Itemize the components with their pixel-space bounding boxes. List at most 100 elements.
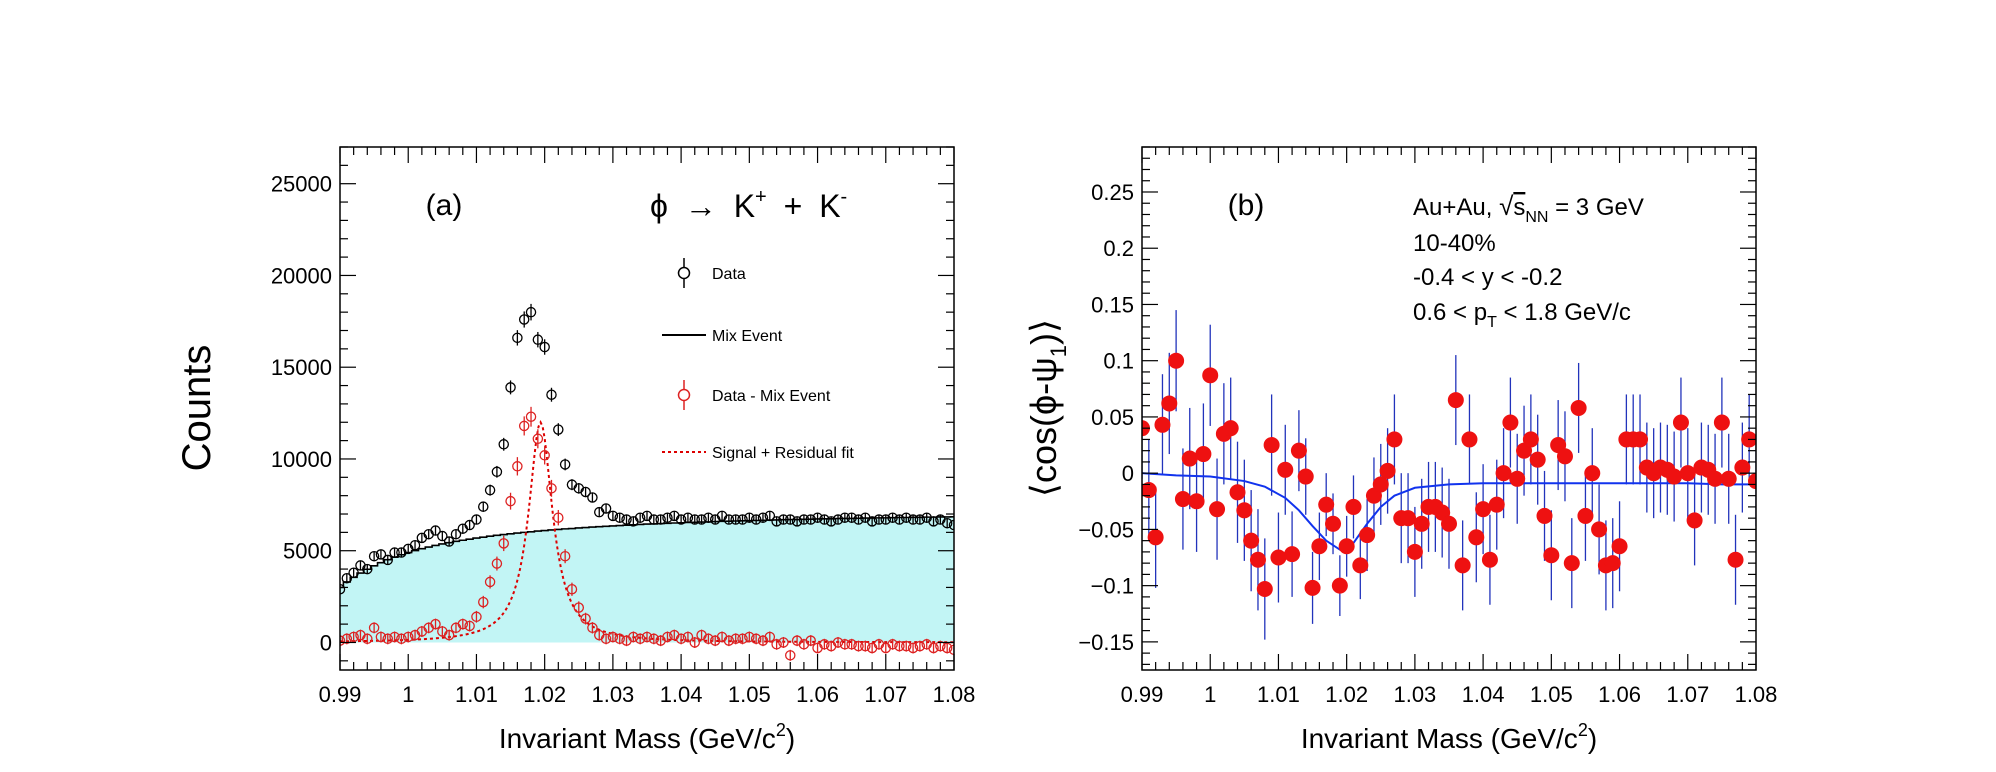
data-marker: [819, 514, 830, 525]
data-marker: [525, 306, 537, 318]
v1-marker: [1543, 547, 1560, 564]
data-minus-mix-marker: [634, 633, 646, 645]
data-marker: [914, 514, 926, 525]
panel-a-label: (a): [426, 189, 463, 222]
v1-marker: [1604, 555, 1621, 572]
kaon-minus-charge: -: [841, 186, 848, 208]
panel-b-x-tick-label: 1.02: [1325, 682, 1368, 707]
data-minus-mix-marker: [778, 637, 789, 648]
panel-b-x-tick-label: 1.07: [1666, 682, 1709, 707]
data-minus-mix-marker: [491, 558, 503, 569]
data-marker: [621, 514, 632, 525]
data-minus-mix-marker: [730, 633, 741, 645]
v1-marker: [1461, 431, 1478, 448]
data-marker: [340, 584, 346, 595]
panel-b-y-tick-label: −0.1: [1091, 574, 1134, 599]
v1-marker: [1522, 431, 1539, 448]
data-minus-mix-marker: [805, 635, 816, 646]
data-minus-mix-marker: [737, 633, 748, 645]
panel-a-x-tick-label: 1.04: [660, 682, 703, 707]
legend-subtracted-marker: [677, 388, 691, 402]
data-marker: [846, 512, 857, 523]
data-marker: [341, 572, 353, 584]
data-marker: [757, 512, 769, 523]
data-marker: [498, 439, 509, 450]
data-marker: [771, 516, 782, 527]
v1-marker: [1400, 510, 1417, 527]
v1-marker: [1707, 470, 1724, 487]
data-minus-mix-marker: [512, 461, 523, 472]
panel-b-x-tick-label: 1.04: [1462, 682, 1505, 707]
data-marker: [744, 512, 755, 523]
data-marker: [607, 510, 619, 522]
panel-a-y-tick-label: 25000: [271, 172, 332, 197]
data-minus-mix-marker: [839, 639, 851, 650]
panel-a-x-tick-label: 1.07: [864, 682, 907, 707]
data-marker: [907, 514, 919, 525]
v1-marker: [1142, 482, 1157, 499]
panel-a-y-tick-label: 10000: [271, 447, 332, 472]
data-marker: [853, 514, 864, 525]
panel-b-y-tick-label: 0.05: [1091, 405, 1134, 430]
v1-marker: [1290, 442, 1307, 459]
data-marker: [894, 514, 905, 525]
panel-a-x-tick-label: 1.02: [523, 682, 566, 707]
data-minus-mix-marker: [443, 629, 455, 641]
data-marker: [634, 512, 646, 523]
v1-marker: [1672, 414, 1689, 431]
data-marker: [887, 512, 898, 523]
data-marker: [553, 424, 564, 435]
data-minus-mix-marker: [464, 620, 475, 632]
data-marker: [941, 517, 953, 529]
panel-b-label: (b): [1228, 189, 1265, 222]
panel-b-x-tick-label: 1.06: [1598, 682, 1641, 707]
panel-b-x-tick-label: 1.05: [1530, 682, 1573, 707]
data-minus-mix-marker: [498, 538, 509, 549]
data-marker: [839, 512, 851, 523]
info-rapidity: -0.4 < y < -0.2: [1413, 264, 1562, 291]
data-minus-mix-marker: [525, 411, 537, 423]
info-pt-sub: T: [1487, 314, 1497, 331]
data-marker: [368, 550, 380, 562]
data-minus-mix-marker: [607, 631, 619, 643]
data-marker: [559, 459, 571, 470]
info-s: s: [1513, 194, 1525, 221]
panel-a-x-tick-label: 1: [402, 682, 414, 707]
data-marker: [696, 514, 707, 525]
data-minus-mix-marker: [382, 633, 394, 645]
v1-marker: [1611, 538, 1628, 555]
data-minus-mix-marker: [894, 640, 905, 652]
data-marker: [866, 516, 878, 527]
data-minus-mix-marker: [648, 633, 660, 645]
v1-marker: [1345, 498, 1362, 515]
data-marker: [730, 514, 741, 525]
v1-marker: [1475, 501, 1492, 518]
data-minus-mix-marker: [587, 622, 598, 634]
panel-a-x-tick-label: 1.03: [591, 682, 634, 707]
panel-a-x-title-end: ): [786, 723, 795, 754]
data-minus-mix-marker: [614, 633, 625, 645]
panel-a-x-tick-label: 1.05: [728, 682, 771, 707]
data-minus-mix-marker: [948, 644, 954, 656]
data-minus-mix-marker: [723, 635, 735, 646]
data-minus-mix-marker: [675, 633, 687, 645]
process-join: +: [784, 188, 803, 224]
legend-entry-data-minus-mix: Data - Mix Event: [677, 380, 831, 410]
data-minus-mix-marker: [478, 596, 489, 608]
v1-marker: [1495, 465, 1512, 482]
v1-marker: [1632, 431, 1649, 448]
v1-marker: [1488, 496, 1505, 513]
panel-b-x-tick-label: 0.99: [1121, 682, 1164, 707]
panel-b-x-title-sup: 2: [1578, 720, 1588, 740]
v1-marker: [1502, 414, 1519, 431]
data-minus-mix-marker: [457, 618, 469, 630]
data-marker: [389, 547, 400, 558]
panel-a-x-title-main: Invariant Mass (GeV/c: [499, 723, 776, 754]
data-minus-mix-marker: [553, 512, 564, 523]
data-minus-mix-marker: [484, 576, 496, 588]
v1-marker: [1222, 420, 1239, 437]
data-minus-mix-marker: [764, 631, 776, 643]
panel-b-y-tick-label: −0.05: [1078, 517, 1134, 542]
data-minus-mix-marker: [703, 633, 714, 645]
